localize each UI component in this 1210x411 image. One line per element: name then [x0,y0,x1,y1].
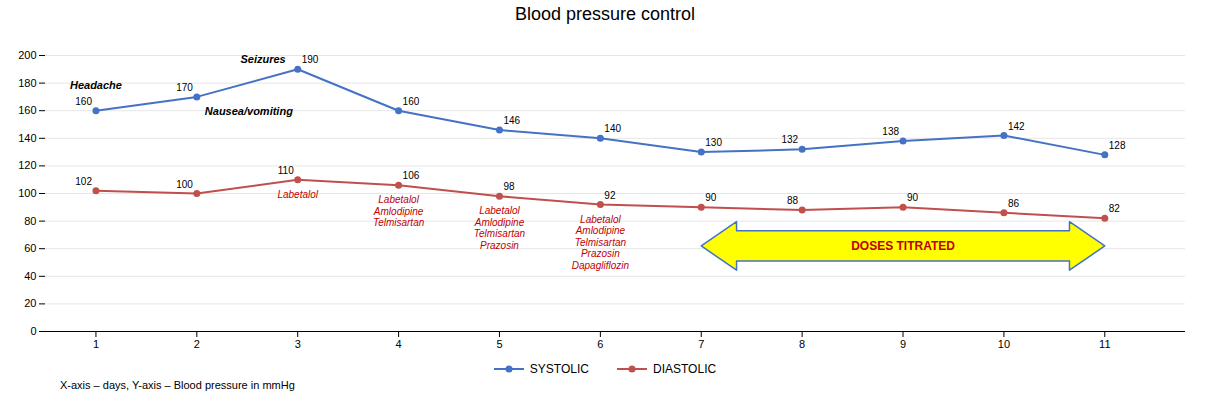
svg-text:8: 8 [799,338,805,350]
svg-text:11: 11 [1099,338,1110,350]
svg-text:128: 128 [1109,140,1126,151]
svg-text:Labetalol: Labetalol [277,189,318,200]
svg-text:0: 0 [30,325,36,337]
html-text:DIASTOLIC: DIASTOLIC [653,362,717,376]
svg-text:106: 106 [403,170,420,181]
svg-text:180: 180 [18,77,36,89]
svg-text:LabetalolAmlodipineTelmisartan: LabetalolAmlodipineTelmisartanPrazosinDa… [572,214,630,271]
svg-text:1: 1 [93,338,99,350]
html-text:X-axis – days, Y-axis – Blood: X-axis – days, Y-axis – Blood pressure i… [60,379,295,391]
svg-text:190: 190 [302,54,319,65]
svg-text:90: 90 [705,192,717,203]
svg-text:3: 3 [295,338,301,350]
html-text:Blood pressure control: Blood pressure control [514,4,695,24]
svg-text:LabetalolAmlodipineTelmisartan: LabetalolAmlodipineTelmisartan [373,194,425,228]
svg-text:130: 130 [705,137,722,148]
svg-text:Nausea/vomiting: Nausea/vomiting [205,105,293,117]
svg-text:140: 140 [18,132,36,144]
svg-text:98: 98 [503,181,515,192]
svg-text:92: 92 [604,190,616,201]
svg-text:110: 110 [278,165,294,176]
svg-text:200: 200 [18,49,36,61]
svg-text:80: 80 [24,215,36,227]
svg-text:160: 160 [403,96,420,107]
html-text:SYSTOLIC: SYSTOLIC [529,362,589,376]
svg-text:LabetalolAmlodipineTelmisartan: LabetalolAmlodipineTelmisartanPrazosin [474,205,526,251]
svg-text:2: 2 [194,338,200,350]
svg-text:40: 40 [24,270,36,282]
svg-text:82: 82 [1109,203,1121,214]
svg-text:10: 10 [998,338,1010,350]
svg-text:140: 140 [604,123,621,134]
svg-text:20: 20 [24,297,36,309]
svg-text:160: 160 [18,104,36,116]
svg-text:Seizures: Seizures [240,53,285,65]
svg-text:4: 4 [396,338,402,350]
svg-text:100: 100 [18,187,36,199]
svg-text:6: 6 [597,338,603,350]
svg-text:88: 88 [787,195,799,206]
svg-text:DOSES TITRATED: DOSES TITRATED [851,239,955,253]
svg-text:5: 5 [496,338,502,350]
svg-text:142: 142 [1008,121,1025,132]
svg-text:7: 7 [698,338,704,350]
svg-text:160: 160 [75,96,92,107]
svg-text:60: 60 [24,242,36,254]
svg-text:138: 138 [882,126,899,137]
svg-text:9: 9 [900,338,906,350]
svg-text:120: 120 [18,159,36,171]
svg-text:170: 170 [176,82,193,93]
svg-text:102: 102 [75,176,92,187]
svg-text:Headache: Headache [70,79,122,91]
svg-text:100: 100 [176,179,193,190]
svg-text:86: 86 [1008,198,1020,209]
svg-text:146: 146 [503,115,520,126]
svg-text:132: 132 [781,134,798,145]
svg-text:90: 90 [907,192,919,203]
